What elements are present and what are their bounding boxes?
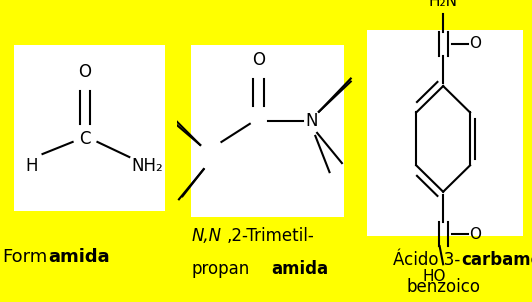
Text: HO: HO — [422, 269, 446, 284]
Bar — [14, 45, 165, 211]
Text: H₂N: H₂N — [429, 0, 458, 9]
Text: O: O — [469, 226, 481, 242]
Text: C: C — [79, 130, 91, 148]
Bar — [367, 30, 523, 236]
Text: NH₂: NH₂ — [131, 157, 163, 175]
Bar — [192, 45, 344, 217]
Text: amida: amida — [271, 260, 328, 278]
Text: N,N: N,N — [192, 226, 221, 245]
Text: N: N — [305, 112, 318, 130]
Text: carbamoil-: carbamoil- — [461, 251, 532, 269]
Text: H: H — [26, 157, 38, 175]
Text: Form: Form — [3, 248, 48, 266]
Text: amida: amida — [48, 248, 110, 266]
Text: propan: propan — [192, 260, 250, 278]
Text: O: O — [79, 63, 92, 82]
Text: O: O — [252, 51, 265, 69]
Text: benzoico: benzoico — [406, 278, 480, 296]
Text: O: O — [469, 36, 481, 51]
Text: Ácido 3-: Ácido 3- — [393, 251, 461, 269]
Text: ,2-Trimetil-: ,2-Trimetil- — [227, 226, 314, 245]
